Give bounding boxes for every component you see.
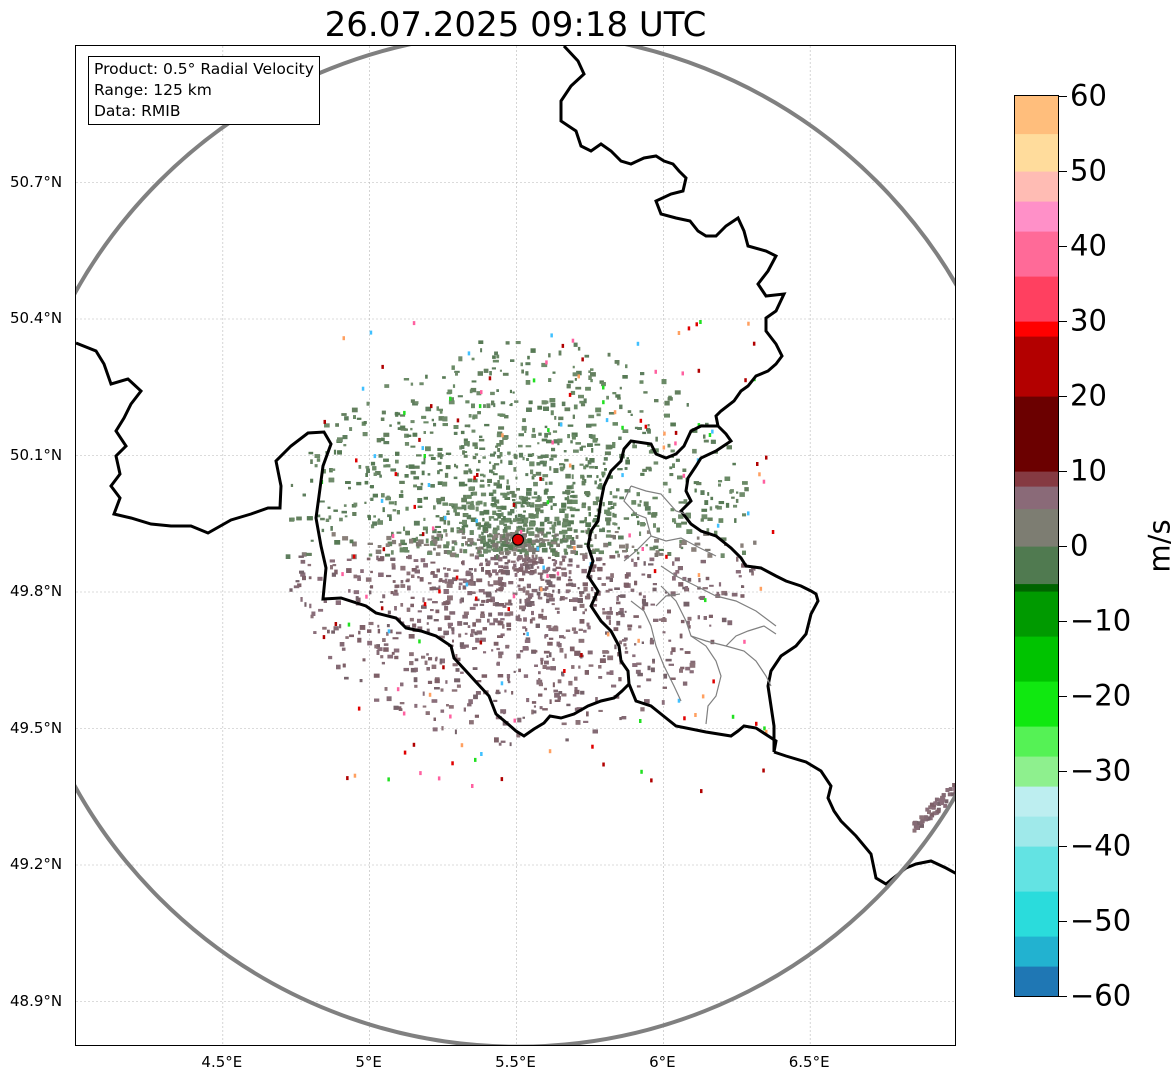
lon-tick-label: 5.5°E xyxy=(495,1053,536,1071)
colorbar-segment xyxy=(1015,681,1058,727)
colorbar-tick-label: −40 xyxy=(1070,828,1132,863)
colorbar-tick-mark xyxy=(1059,921,1067,922)
colorbar-segment xyxy=(1015,636,1058,682)
colorbar-tick-mark xyxy=(1059,696,1067,697)
lon-tick-label: 5°E xyxy=(355,1053,382,1071)
colorbar-segment xyxy=(1015,276,1058,322)
colorbar-segment xyxy=(1015,336,1058,397)
colorbar-tick-label: −10 xyxy=(1070,603,1132,638)
colorbar-tick-label: 30 xyxy=(1070,303,1107,338)
colorbar-segment xyxy=(1015,231,1058,277)
lat-tick-label: 49.2°N xyxy=(10,855,63,873)
colorbar-tick-mark xyxy=(1059,771,1067,772)
map-title: 26.07.2025 09:18 UTC xyxy=(324,5,707,45)
colorbar-tick-label: 40 xyxy=(1070,228,1107,263)
colorbar-segment xyxy=(1015,891,1058,937)
lat-tick-label: 48.9°N xyxy=(10,991,63,1010)
info-product: Product: 0.5° Radial Velocity xyxy=(94,60,314,78)
colorbar-tick-mark xyxy=(1059,321,1067,322)
colorbar-segment xyxy=(1015,201,1058,232)
lat-tick-label: 50.4°N xyxy=(10,309,63,327)
colorbar-tick-mark xyxy=(1059,621,1067,622)
colorbar-segment xyxy=(1015,133,1058,172)
colorbar-segment xyxy=(1015,583,1058,592)
colorbar-tick-label: 0 xyxy=(1070,528,1089,563)
lon-tick-label: 6°E xyxy=(649,1053,676,1071)
colorbar-segment xyxy=(1015,846,1058,892)
colorbar-tick-mark xyxy=(1059,96,1067,97)
colorbar-tick-mark xyxy=(1059,471,1067,472)
lat-tick-label: 50.7°N xyxy=(10,172,63,191)
radar-echoes xyxy=(285,320,955,833)
colorbar-unit-label: m/s xyxy=(1142,519,1171,573)
colorbar-segment xyxy=(1015,591,1058,637)
lon-tick-label: 6.5°E xyxy=(788,1053,830,1071)
radar-map[interactable] xyxy=(76,46,956,1046)
colorbar-segment xyxy=(1015,966,1058,996)
colorbar-tick-mark xyxy=(1059,996,1067,997)
radar-site-marker[interactable] xyxy=(511,533,525,546)
colorbar-tick-label: −20 xyxy=(1070,678,1132,713)
colorbar-tick-mark xyxy=(1059,171,1067,172)
map-area[interactable] xyxy=(75,45,956,1046)
info-data-source: Data: RMIB xyxy=(94,102,181,120)
colorbar-segment xyxy=(1015,508,1058,547)
colorbar-segment xyxy=(1015,816,1058,847)
colorbar-tick-label: 60 xyxy=(1070,78,1107,113)
lat-tick-label: 49.8°N xyxy=(10,582,63,600)
border-lux-germany xyxy=(679,424,820,752)
lat-tick-label: 49.5°N xyxy=(10,718,63,737)
colorbar-segment xyxy=(1015,486,1058,510)
colorbar-segment xyxy=(1015,396,1058,472)
colorbar-segment xyxy=(1015,546,1058,585)
country-borders xyxy=(76,46,955,886)
colorbar-segment xyxy=(1015,321,1058,337)
colorbar-segment xyxy=(1015,471,1058,487)
border-france-belgium xyxy=(76,341,631,738)
colorbar-tick-label: 20 xyxy=(1070,378,1107,413)
colorbar-tick-mark xyxy=(1059,246,1067,247)
velocity-colorbar xyxy=(1014,95,1059,997)
colorbar-tick-label: 50 xyxy=(1070,153,1107,188)
border-luxembourg xyxy=(586,424,778,753)
colorbar-segment xyxy=(1015,726,1058,757)
colorbar-tick-mark xyxy=(1059,546,1067,547)
colorbar-segment xyxy=(1015,786,1058,817)
colorbar-tick-mark xyxy=(1059,846,1067,847)
colorbar-tick-label: −50 xyxy=(1070,903,1132,938)
colorbar-segment xyxy=(1015,756,1058,787)
colorbar-tick-label: −60 xyxy=(1070,978,1132,1013)
colorbar-tick-label: −30 xyxy=(1070,753,1132,788)
border-germany-france xyxy=(773,750,955,886)
lat-tick-label: 50.1°N xyxy=(10,445,63,464)
colorbar-segment xyxy=(1015,171,1058,202)
colorbar-segment xyxy=(1015,936,1058,967)
colorbar-tick-label: 10 xyxy=(1070,453,1107,488)
info-range: Range: 125 km xyxy=(94,81,212,99)
lon-tick-label: 4.5°E xyxy=(201,1053,243,1071)
colorbar-tick-mark xyxy=(1059,396,1067,397)
admin-boundaries xyxy=(623,485,777,725)
colorbar-segment xyxy=(1015,96,1058,135)
border-belgium-germany xyxy=(559,46,787,427)
product-info-box: Product: 0.5° Radial Velocity Range: 125… xyxy=(88,56,320,125)
